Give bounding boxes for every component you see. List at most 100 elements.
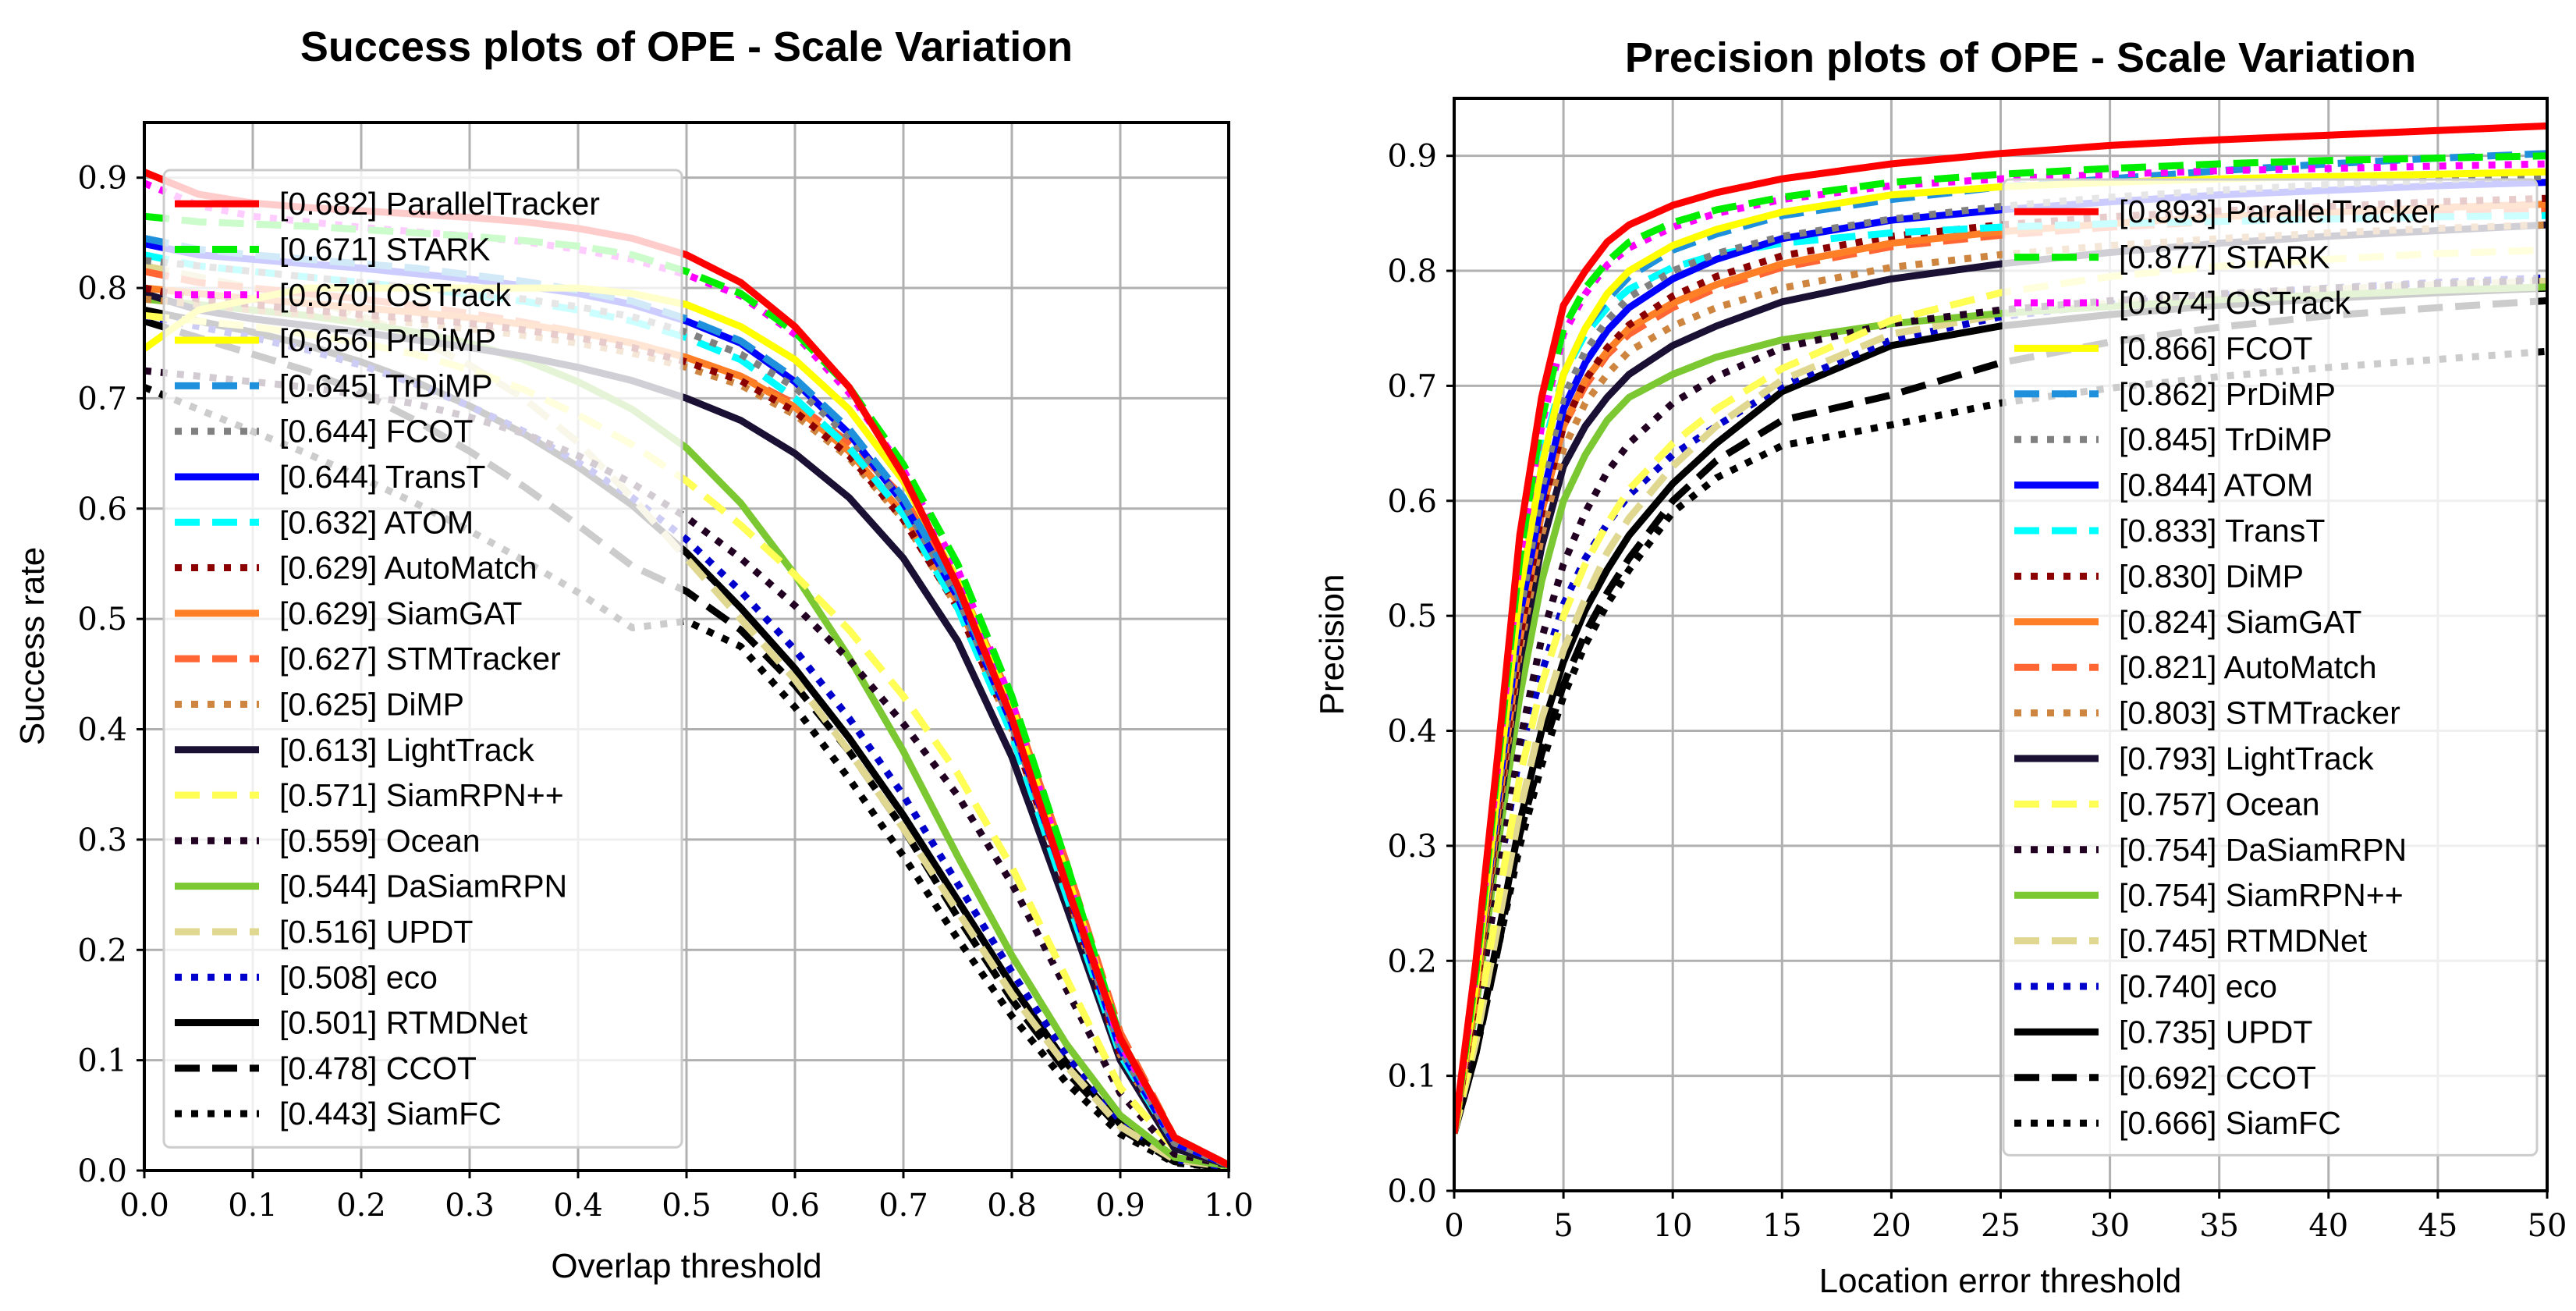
success-x-tick-label: 0.4 — [553, 1188, 603, 1224]
success-x-tick-label: 0.5 — [662, 1188, 711, 1224]
success-y-tick-label: 0.2 — [77, 933, 127, 968]
precision-legend-label: [0.830] DiMP — [2119, 558, 2304, 594]
success-legend-label: [0.644] TransT — [279, 459, 485, 495]
success-legend-label: [0.656] PrDiMP — [279, 322, 496, 358]
precision-y-tick-label: 0.3 — [1387, 829, 1437, 865]
precision-x-tick-label: 45 — [2418, 1208, 2457, 1244]
precision-x-tick-label: 30 — [2090, 1208, 2130, 1244]
success-legend-label: [0.671] STARK — [279, 231, 490, 267]
success-legend-label: [0.559] Ocean — [279, 822, 481, 858]
success-x-tick-label: 0.0 — [119, 1188, 169, 1224]
success-legend-label: [0.682] ParallelTracker — [279, 186, 600, 222]
success-x-tick-label: 1.0 — [1204, 1188, 1254, 1224]
success-legend-label: [0.516] UPDT — [279, 914, 473, 950]
precision-legend-label: [0.754] DaSiamRPN — [2119, 832, 2407, 868]
precision-legend-label: [0.866] FCOT — [2119, 330, 2312, 366]
precision-legend-label: [0.754] SiamRPN++ — [2119, 877, 2404, 913]
success-x-tick-label: 0.9 — [1095, 1188, 1145, 1224]
success-plot-legend: [0.682] ParallelTracker [0.671] STARK [0.6… — [162, 169, 683, 1149]
success-x-tick-label: 0.7 — [878, 1188, 928, 1224]
success-legend-label: [0.508] eco — [279, 959, 438, 995]
precision-legend-label: [0.740] eco — [2119, 968, 2277, 1004]
precision-legend-label: [0.877] STARK — [2119, 240, 2329, 275]
precision-legend-label: [0.821] AutoMatch — [2119, 649, 2377, 685]
precision-series-line — [1454, 347, 2547, 1135]
success-legend-label: [0.629] SiamGAT — [279, 595, 522, 631]
precision-legend-label: [0.833] TransT — [2119, 513, 2325, 549]
success-legend-label: [0.478] CCOT — [279, 1050, 477, 1086]
success-plot-xlabel: Overlap threshold — [551, 1247, 821, 1285]
precision-legend-label: [0.874] OSTrack — [2119, 285, 2351, 321]
success-legend-label: [0.644] FCOT — [279, 414, 473, 449]
success-plot: Success plots of OPE - Scale Variation 0… — [13, 23, 1254, 1285]
precision-x-tick-label: 50 — [2528, 1208, 2567, 1244]
success-legend-label: [0.443] SiamFC — [279, 1096, 502, 1132]
precision-x-tick-label: 5 — [1553, 1208, 1573, 1244]
precision-x-tick-label: 15 — [1762, 1208, 1802, 1244]
success-legend-label: [0.632] ATOM — [279, 504, 474, 540]
success-y-tick-label: 0.3 — [77, 822, 127, 858]
precision-x-tick-label: 10 — [1653, 1208, 1693, 1244]
success-y-tick-label: 0.5 — [77, 602, 127, 638]
success-legend-box — [162, 169, 683, 1149]
success-y-tick-label: 0.9 — [77, 161, 127, 197]
success-x-tick-label: 0.8 — [987, 1188, 1037, 1224]
precision-series-line — [1454, 276, 2547, 1135]
precision-y-tick-label: 0.2 — [1387, 943, 1437, 979]
precision-y-tick-label: 0.9 — [1387, 139, 1437, 175]
success-legend-label: [0.571] SiamRPN++ — [279, 777, 564, 813]
precision-legend-label: [0.844] ATOM — [2119, 467, 2313, 503]
precision-legend-label: [0.893] ParallelTracker — [2119, 194, 2439, 229]
precision-plot-ylabel: Precision — [1313, 574, 1351, 716]
precision-plot-xlabel: Location error threshold — [1819, 1262, 2182, 1300]
success-x-tick-label: 0.3 — [445, 1188, 495, 1224]
precision-legend-label: [0.793] LightTrack — [2119, 741, 2374, 776]
precision-plot-ticks: 0 5 10 15 20 25 30 35 40 45 50 0.0 0.1 0.2 0.3 0.4 0.5 0.… — [1387, 139, 2567, 1244]
precision-plot-legend: [0.893] ParallelTracker [0.877] STARK [0.8… — [2002, 178, 2539, 1156]
precision-legend-label: [0.745] RTMDNet — [2119, 923, 2368, 959]
success-legend-label: [0.613] LightTrack — [279, 732, 534, 768]
precision-y-tick-label: 0.1 — [1387, 1059, 1437, 1095]
precision-y-tick-label: 0.0 — [1387, 1174, 1437, 1210]
success-y-tick-label: 0.7 — [77, 381, 127, 417]
success-x-tick-label: 0.1 — [228, 1188, 278, 1224]
success-legend-label: [0.501] RTMDNet — [279, 1005, 528, 1041]
success-y-tick-label: 0.1 — [77, 1043, 127, 1079]
success-plot-ticks: 0.0 0.1 0.2 0.3 0.4 0.5 0.6 0.7 0.8 0.9 1.0 0.0 0.1 0… — [77, 161, 1253, 1224]
success-series-line — [144, 212, 1229, 1168]
success-plot-ylabel: Success rate — [13, 547, 51, 745]
success-x-tick-label: 0.2 — [336, 1188, 386, 1224]
precision-legend-label: [0.824] SiamGAT — [2119, 604, 2361, 640]
success-series-line — [144, 311, 1229, 1169]
success-plot-title: Success plots of OPE - Scale Variation — [300, 23, 1073, 70]
success-legend-label: [0.544] DaSiamRPN — [279, 869, 567, 904]
precision-legend-label: [0.735] UPDT — [2119, 1014, 2312, 1050]
precision-y-tick-label: 0.6 — [1387, 484, 1437, 520]
precision-plot-title: Precision plots of OPE - Scale Variation — [1625, 34, 2416, 81]
precision-legend-label: [0.803] STMTracker — [2119, 695, 2400, 731]
success-legend-label: [0.629] AutoMatch — [279, 550, 538, 586]
precision-series-line — [1454, 122, 2547, 1134]
precision-legend-label: [0.845] TrDiMP — [2119, 421, 2332, 457]
success-x-tick-label: 0.6 — [770, 1188, 820, 1224]
success-legend-label: [0.645] TrDiMP — [279, 368, 492, 403]
precision-x-tick-label: 40 — [2308, 1208, 2348, 1244]
success-legend-label: [0.670] OSTrack — [279, 277, 511, 313]
precision-y-tick-label: 0.5 — [1387, 599, 1437, 634]
precision-legend-label: [0.757] Ocean — [2119, 786, 2320, 822]
success-y-tick-label: 0.6 — [77, 492, 127, 528]
success-y-tick-label: 0.0 — [77, 1153, 127, 1189]
precision-x-tick-label: 35 — [2199, 1208, 2239, 1244]
precision-y-tick-label: 0.8 — [1387, 254, 1437, 290]
precision-legend-label: [0.666] SiamFC — [2119, 1105, 2341, 1141]
precision-x-tick-label: 0 — [1444, 1208, 1464, 1244]
success-series-line — [144, 262, 1229, 1171]
success-y-tick-label: 0.8 — [77, 271, 127, 307]
success-y-tick-label: 0.4 — [77, 712, 127, 748]
precision-legend-label: [0.692] CCOT — [2119, 1060, 2316, 1096]
success-legend-label: [0.627] STMTracker — [279, 641, 561, 677]
precision-y-tick-label: 0.4 — [1387, 714, 1437, 750]
precision-x-tick-label: 20 — [1872, 1208, 1911, 1244]
precision-legend-box — [2002, 178, 2539, 1156]
